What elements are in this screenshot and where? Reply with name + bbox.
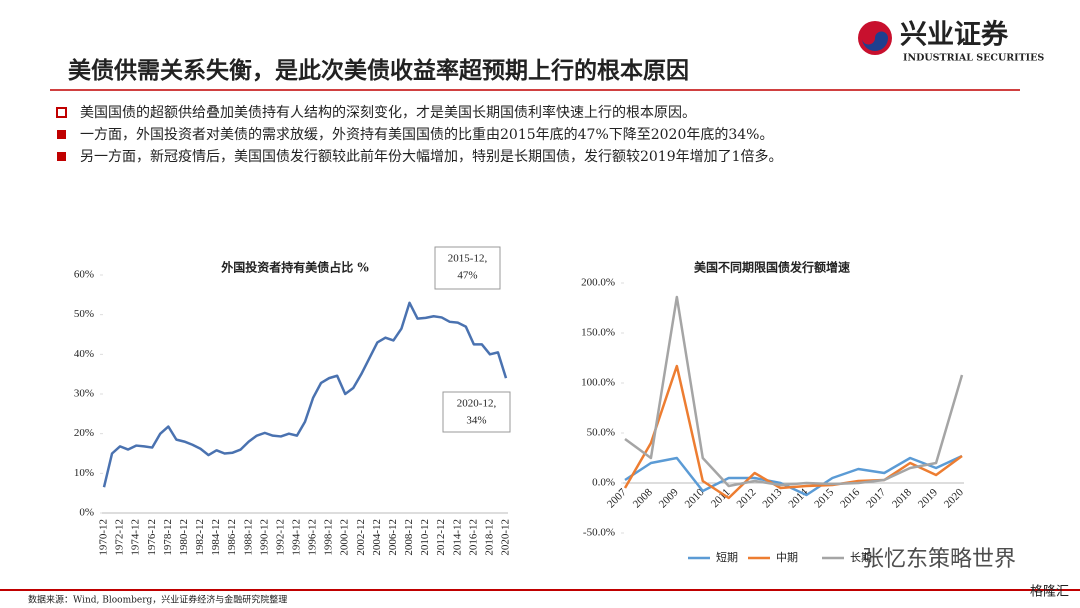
x-tick-label: 1980-12 (178, 519, 190, 556)
x-tick-label: 1998-12 (323, 519, 335, 556)
y-tick-label: 50% (74, 308, 94, 320)
watermark-2: 格隆汇 (1030, 584, 1069, 600)
watermark: 张忆东策略世界 (862, 547, 1016, 572)
y-tick-label: 200.0% (581, 277, 615, 289)
series-line (102, 301, 508, 488)
y-tick-label: 100.0% (581, 377, 615, 389)
bullet: 一方面，外国投资者对美债的需求放缓，外资持有美国国债的比重由2015年底的47%… (80, 127, 774, 143)
legend-label: 短期 (716, 550, 738, 564)
x-tick-label: 1992-12 (274, 519, 286, 556)
annotation-text: 47% (457, 270, 477, 282)
x-tick-label: 1996-12 (307, 519, 319, 556)
x-tick-label: 2020-12 (500, 519, 512, 556)
y-tick-label: 30% (74, 388, 94, 400)
annotation-text: 34% (466, 415, 486, 427)
y-tick-label: 0.0% (592, 477, 615, 489)
x-tick-label: 1990-12 (258, 519, 270, 556)
x-tick-label: 2014-12 (451, 519, 463, 556)
x-tick-label: 2020 (942, 486, 966, 510)
bullet: 美国国债的超额供给叠加美债持有人结构的深刻变化，才是美国长期国债利率快速上行的根… (80, 104, 696, 121)
legend-label: 中期 (776, 551, 798, 564)
annotation-text: 2020-12, (457, 398, 497, 410)
x-tick-label: 2013 (760, 486, 784, 510)
y-tick-label: 50.0% (587, 427, 615, 439)
logo-text: 兴业证券 (900, 19, 1009, 51)
bullet-marker (56, 107, 67, 118)
x-tick-label: 2008 (631, 486, 655, 510)
bullet: 另一方面，新冠疫情后，美国国债发行额较此前年份大幅增加，特别是长期国债，发行额较… (80, 148, 783, 165)
logo-en: INDUSTRIAL SECURITIES (903, 53, 1044, 64)
x-tick-label: 2002-12 (355, 519, 367, 556)
y-tick-label: 60% (74, 269, 94, 281)
x-tick-label: 2009 (657, 486, 681, 510)
series-line (623, 364, 963, 500)
x-tick-label: 2012-12 (435, 519, 447, 556)
y-tick-label: -50.0% (583, 527, 615, 539)
x-tick-label: 2007 (605, 486, 629, 510)
annotation-box (434, 246, 501, 290)
y-tick-label: 20% (74, 427, 94, 439)
x-tick-label: 2000-12 (339, 519, 351, 556)
x-tick-label: 1976-12 (146, 519, 158, 556)
x-tick-label: 1988-12 (242, 519, 254, 556)
y-tick-label: 0% (79, 507, 94, 519)
x-tick-label: 1970-12 (98, 519, 110, 556)
x-tick-label: 2018-12 (483, 519, 495, 556)
annotation-box (442, 391, 511, 433)
x-tick-label: 2008-12 (403, 519, 415, 556)
chart-title: 外国投资者持有美债占比 % (221, 260, 369, 275)
legend-label: 长期 (850, 551, 872, 564)
x-tick-label: 2014 (786, 486, 810, 510)
x-tick-label: 2016-12 (467, 519, 479, 556)
annotation-text: 2015-12, (448, 253, 488, 265)
bullet-marker (57, 130, 66, 139)
logo: 兴业证券 INDUSTRIAL SECURITIES (858, 19, 1044, 64)
x-tick-label: 2010-12 (419, 519, 431, 556)
series-line (624, 454, 963, 497)
x-tick-label: 1972-12 (114, 519, 126, 556)
x-tick-label: 1978-12 (162, 519, 174, 556)
x-tick-label: 1974-12 (130, 519, 142, 556)
x-tick-label: 2017 (864, 486, 888, 510)
slide-title: 美债供需关系失衡，是此次美债收益率超预期上行的根本原因 (68, 57, 689, 84)
y-tick-label: 150.0% (581, 327, 615, 339)
logo-swirl (862, 31, 888, 51)
bullet-marker (57, 152, 66, 161)
x-tick-label: 2006-12 (387, 519, 399, 556)
y-tick-label: 10% (74, 467, 94, 479)
chart-title: 美国不同期限国债发行额增速 (694, 260, 850, 275)
x-tick-label: 2016 (838, 486, 862, 510)
source: 数据来源：Wind, Bloomberg，兴业证券经济与金融研究院整理 (28, 594, 287, 606)
x-tick-label: 2019 (916, 486, 940, 510)
x-tick-label: 1982-12 (194, 519, 206, 556)
y-tick-label: 40% (74, 348, 94, 360)
x-tick-label: 1984-12 (210, 519, 222, 556)
x-tick-label: 1986-12 (226, 519, 238, 556)
series-line (624, 295, 964, 488)
x-tick-label: 2004-12 (371, 519, 383, 556)
x-tick-label: 2018 (890, 486, 914, 510)
x-tick-label: 1994-12 (290, 519, 302, 556)
